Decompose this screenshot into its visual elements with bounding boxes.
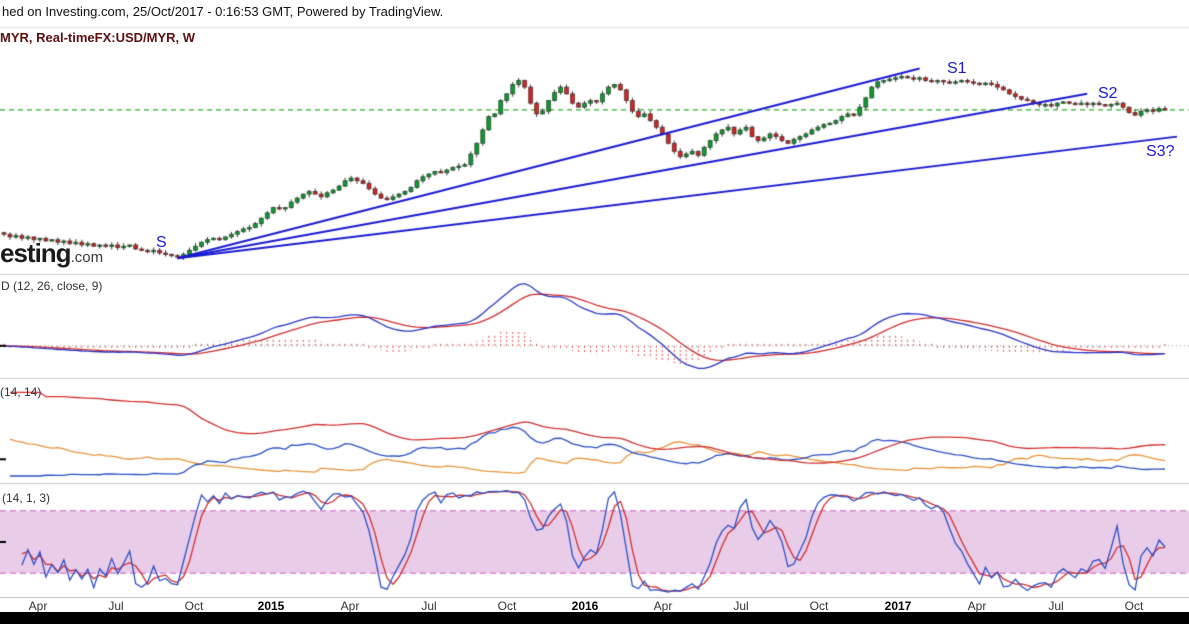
x-axis: Apr Jul Oct 2015 Apr Jul Oct 2016 Apr Jul Oct 2017 A… xyxy=(0,599,1189,613)
trendline-label[interactable]: S2 xyxy=(1098,85,1118,102)
x-axis-label: 2017 xyxy=(884,599,912,613)
trendline-label[interactable]: S1 xyxy=(947,60,967,77)
x-axis-label: Oct xyxy=(809,599,829,613)
trendline-label[interactable]: S3? xyxy=(1146,143,1175,160)
x-axis-label: Oct xyxy=(1124,599,1144,613)
x-axis-label: 2015 xyxy=(257,599,285,613)
x-axis-label: Oct xyxy=(184,599,204,613)
macd-indicator-label: D (12, 26, close, 9) xyxy=(1,279,103,293)
stoch-indicator-label: (14, 1, 3) xyxy=(2,491,51,505)
footer-bar xyxy=(0,612,1189,624)
x-axis-label: Apr xyxy=(653,599,673,613)
x-axis-label: Jul xyxy=(421,599,437,613)
x-axis-label: Apr xyxy=(28,599,48,613)
published-header: hed on Investing.com, 25/Oct/2017 - 0:16… xyxy=(2,4,444,19)
dmi-indicator-label: (14, 14) xyxy=(0,385,42,399)
x-axis-label: Jul xyxy=(1048,599,1064,613)
symbol-title: MYR, Real-timeFX:USD/MYR, W xyxy=(0,30,196,45)
x-axis-label: 2016 xyxy=(571,599,599,613)
x-axis-label: Jul xyxy=(733,599,749,613)
x-axis-label: Apr xyxy=(967,599,987,613)
trendline-label[interactable]: S xyxy=(156,234,167,251)
x-axis-label: Oct xyxy=(497,599,517,613)
x-axis-label: Apr xyxy=(340,599,360,613)
x-axis-label: Jul xyxy=(108,599,124,613)
